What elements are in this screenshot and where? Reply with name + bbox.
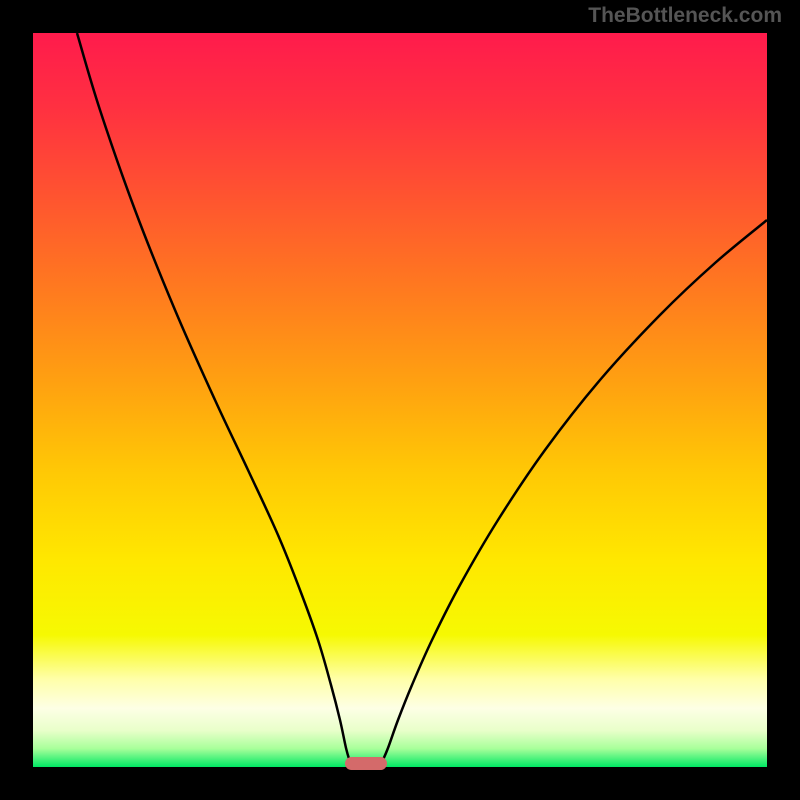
bottleneck-curves bbox=[33, 33, 767, 767]
watermark-text: TheBottleneck.com bbox=[588, 4, 782, 28]
left-curve bbox=[77, 33, 350, 762]
chart-plot-area bbox=[33, 33, 767, 767]
right-curve bbox=[382, 220, 767, 762]
optimum-marker bbox=[345, 757, 387, 770]
